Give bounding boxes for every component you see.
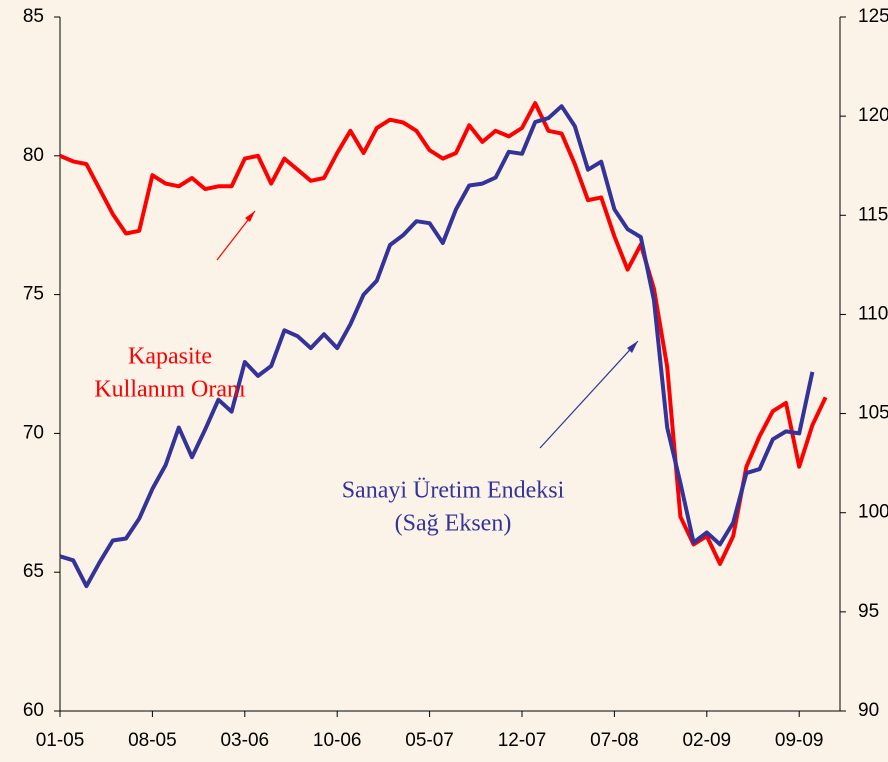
y-tick-label: 65 (23, 561, 44, 582)
x-tick-label: 07-08 (590, 730, 639, 751)
x-tick-label: 10-06 (313, 730, 362, 751)
x-tick-label: 09-09 (775, 730, 824, 751)
annotation: Kullanım Oranı (94, 377, 246, 403)
y2-tick-label: 90 (858, 700, 879, 721)
y-tick-label: 80 (23, 145, 44, 166)
y2-tick-label: 95 (858, 601, 879, 622)
x-tick-label: 03-06 (220, 730, 269, 751)
y2-tick-label: 105 (858, 403, 888, 424)
y2-tick-label: 100 (858, 502, 888, 523)
annotation: Sanayi Üretim Endeksi (342, 478, 565, 504)
y-tick-label: 70 (23, 422, 44, 443)
annotation: Kapasite (128, 344, 212, 370)
x-tick-label: 05-07 (405, 730, 454, 751)
arrow (539, 340, 639, 449)
x-tick-label: 12-07 (498, 730, 547, 751)
y-tick-label: 85 (23, 6, 44, 27)
annotation: (Sağ Eksen) (395, 511, 512, 537)
y-tick-label: 75 (23, 284, 44, 305)
y2-tick-label: 110 (858, 303, 888, 324)
y2-tick-label: 125 (858, 6, 888, 27)
arrow-head (245, 211, 255, 222)
y2-tick-label: 120 (858, 105, 888, 126)
x-tick-label: 01-05 (36, 730, 85, 751)
y2-tick-label: 115 (858, 204, 888, 225)
x-tick-label: 08-05 (128, 730, 177, 751)
arrow-head (627, 341, 638, 353)
line-series (59, 104, 815, 589)
y-tick-label: 60 (23, 700, 44, 721)
x-tick-label: 02-09 (682, 730, 731, 751)
